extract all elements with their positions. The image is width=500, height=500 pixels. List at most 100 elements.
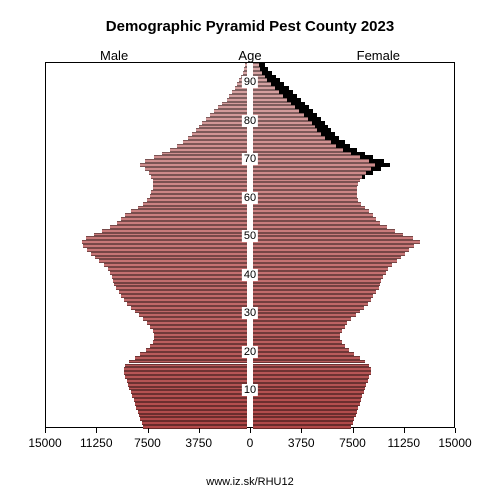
chart-title: Demographic Pyramid Pest County 2023 xyxy=(0,18,500,35)
bar-male xyxy=(124,367,247,371)
bar-male xyxy=(104,263,248,267)
x-tick-label: 0 xyxy=(247,436,254,450)
bar-female xyxy=(253,256,401,260)
x-tick-label: 15000 xyxy=(438,436,471,450)
bar-female xyxy=(253,283,380,287)
bar-male xyxy=(138,410,247,414)
bar-male xyxy=(145,159,248,163)
bar-male xyxy=(129,360,247,364)
bar-male xyxy=(153,179,247,183)
bar-female xyxy=(253,306,364,310)
bar-male xyxy=(135,310,247,314)
bar-female xyxy=(253,202,361,206)
bar-female xyxy=(253,352,354,356)
bar-male xyxy=(135,356,247,360)
bar-female xyxy=(253,298,371,302)
bar-male xyxy=(153,329,247,333)
bar-female xyxy=(253,356,360,360)
bar-male xyxy=(124,298,247,302)
bar-male xyxy=(196,128,247,132)
bar-female xyxy=(253,140,331,144)
bar-male xyxy=(131,306,247,310)
bar-female xyxy=(253,367,371,371)
y-tick-label: 30 xyxy=(242,307,258,319)
bar-female xyxy=(253,414,356,418)
bar-male xyxy=(102,229,247,233)
bar-female xyxy=(253,152,351,156)
bar-female xyxy=(253,333,340,337)
y-tick-label: 50 xyxy=(242,230,258,242)
x-tick-label: 7500 xyxy=(134,436,161,450)
bar-female xyxy=(253,321,347,325)
bar-male xyxy=(140,163,247,167)
bar-female xyxy=(253,263,392,267)
bar-male xyxy=(146,348,247,352)
bar-female xyxy=(253,286,379,290)
bar-male xyxy=(229,94,247,98)
bar-female xyxy=(253,132,321,136)
bar-male xyxy=(154,337,247,341)
bar-male xyxy=(142,421,247,425)
bar-male xyxy=(151,175,247,179)
bar-female xyxy=(253,344,345,348)
x-tick xyxy=(148,428,149,433)
bar-male xyxy=(206,117,247,121)
x-tick xyxy=(301,428,302,433)
bar-male xyxy=(128,383,247,387)
bar-female xyxy=(253,102,291,106)
bar-female xyxy=(253,390,364,394)
bar-female xyxy=(253,329,342,333)
bar-female xyxy=(253,167,371,171)
bar-female xyxy=(253,252,405,256)
bar-male xyxy=(188,136,247,140)
bar-female xyxy=(253,63,259,67)
bar-male xyxy=(143,317,247,321)
bar-male xyxy=(91,252,247,256)
bar-female xyxy=(253,90,279,94)
bar-female xyxy=(253,387,365,391)
bar-male xyxy=(87,248,247,252)
bar-female xyxy=(253,209,369,213)
bar-male xyxy=(199,125,247,129)
bar-male xyxy=(95,256,247,260)
bar-female xyxy=(253,364,369,368)
bar-female xyxy=(253,302,368,306)
bar-male xyxy=(139,414,247,418)
bar-female xyxy=(253,117,308,121)
plot-area: 102030405060708090 xyxy=(45,62,455,428)
bar-female xyxy=(253,337,340,341)
bar-female xyxy=(253,325,345,329)
bar-female xyxy=(253,128,317,132)
bar-male xyxy=(117,221,247,225)
x-tick-label: 3750 xyxy=(288,436,315,450)
bar-male xyxy=(140,417,247,421)
bar-male xyxy=(202,121,247,125)
bar-female xyxy=(253,155,360,159)
bar-female xyxy=(253,186,357,190)
bar-male xyxy=(131,209,247,213)
bar-male xyxy=(113,279,247,283)
bar-male xyxy=(129,387,247,391)
x-tick-label: 3750 xyxy=(185,436,212,450)
bar-male xyxy=(136,406,247,410)
bar-female xyxy=(253,182,358,186)
bar-male xyxy=(125,364,247,368)
bar-female xyxy=(253,313,356,317)
bar-female xyxy=(253,163,375,167)
bar-female xyxy=(253,136,325,140)
x-tick xyxy=(250,428,251,433)
bar-male xyxy=(94,233,247,237)
bar-male xyxy=(183,140,247,144)
bar-female xyxy=(253,267,388,271)
bar-male xyxy=(153,340,247,344)
bar-male xyxy=(177,144,247,148)
y-tick-label: 20 xyxy=(242,346,258,358)
bar-female xyxy=(253,221,380,225)
bar-female xyxy=(253,109,299,113)
pyramid-chart: Demographic Pyramid Pest County 2023 Mal… xyxy=(0,0,500,500)
bar-female xyxy=(253,279,381,283)
bar-female xyxy=(253,198,358,202)
bar-male xyxy=(170,148,247,152)
bar-female xyxy=(253,171,366,175)
bar-male xyxy=(131,390,247,394)
